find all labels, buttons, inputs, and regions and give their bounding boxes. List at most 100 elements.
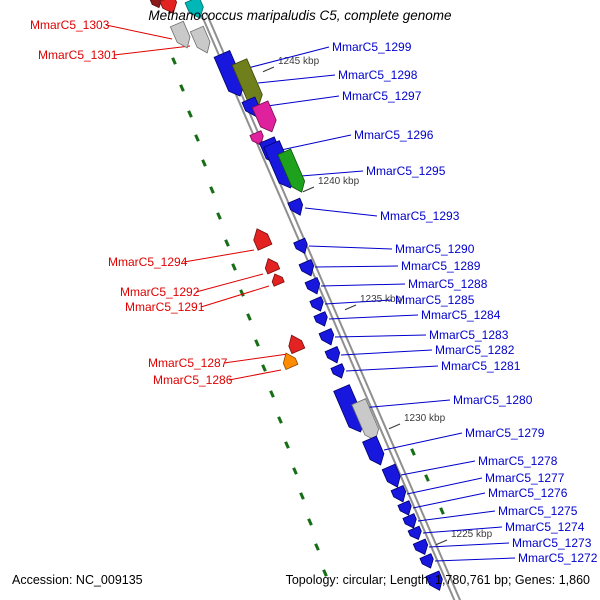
gene-glyph[interactable] [351,398,380,441]
minor-feature-mark [322,569,328,577]
minor-feature-mark [314,543,320,551]
minor-feature-mark [231,263,237,271]
gene-label[interactable]: MmarC5_1279 [465,426,545,440]
gene-label[interactable]: MmarC5_1278 [478,454,558,468]
gene-label[interactable]: MmarC5_1276 [488,486,568,500]
gene-label[interactable]: MmarC5_1297 [342,89,422,103]
label-leader-line [328,314,419,320]
gene-label[interactable]: MmarC5_1292 [120,285,200,299]
label-leader-line [300,170,364,177]
gene-label[interactable]: MmarC5_1290 [395,242,475,256]
gene-glyph[interactable] [277,148,306,193]
gene-glyph[interactable] [304,276,321,295]
label-leader-line [324,299,393,305]
gene-label[interactable]: MmarC5_1275 [498,504,578,518]
gene-label[interactable]: MmarC5_1296 [354,128,434,142]
label-leader-line [228,369,282,381]
gene-label[interactable]: MmarC5_1288 [408,277,488,291]
gene-label[interactable]: MmarC5_1289 [401,259,481,273]
minor-feature-mark [269,390,275,398]
gene-glyph[interactable] [402,513,417,529]
gene-glyph[interactable] [381,463,401,488]
label-leader-line [304,207,378,217]
gene-label[interactable]: MmarC5_1295 [366,164,446,178]
scale-tick-mark [435,539,448,546]
gene-glyph[interactable] [264,258,281,275]
gene-glyph[interactable] [309,296,324,312]
gene-label[interactable]: MmarC5_1283 [429,328,509,342]
gene-label[interactable]: MmarC5_1285 [395,293,475,307]
scale-tick-label: 1235 kbp [360,294,402,305]
gene-glyph[interactable] [149,0,162,9]
label-leader-line [417,510,496,522]
minor-feature-mark [239,289,245,297]
gene-glyph[interactable] [159,0,178,14]
gene-glyph[interactable] [249,130,264,146]
scale-tick-mark [302,186,315,193]
gene-label[interactable]: MmarC5_1277 [485,471,565,485]
gene-label[interactable]: MmarC5_1281 [441,359,521,373]
gene-glyph[interactable] [425,570,443,591]
gene-label[interactable]: MmarC5_1293 [380,209,460,223]
label-leader-line [340,349,433,356]
gene-glyph[interactable] [313,311,328,327]
gene-glyph[interactable] [298,258,315,277]
gene-glyph[interactable] [169,20,191,49]
gene-glyph[interactable] [318,327,335,346]
gene-glyph[interactable] [282,352,299,371]
gene-glyph[interactable] [184,0,204,19]
gene-glyph[interactable] [412,538,429,555]
gene-glyph[interactable] [271,273,285,287]
gene-label[interactable]: MmarC5_1273 [512,536,592,550]
minor-feature-mark [179,84,185,92]
minor-feature-mark [439,507,445,515]
gene-label[interactable]: MmarC5_1280 [453,393,533,407]
gene-glyph[interactable] [287,197,304,216]
gene-glyph[interactable] [189,25,211,54]
label-leader-line [113,45,191,56]
gene-glyph[interactable] [288,334,306,355]
minor-feature-mark [410,448,416,456]
scale-tick-label: 1230 kbp [404,413,446,424]
gene-glyph[interactable] [419,553,434,569]
minor-feature-mark [246,313,252,321]
gene-glyph[interactable] [253,228,273,251]
gene-label[interactable]: MmarC5_1284 [421,308,501,322]
minor-feature-mark [201,159,207,167]
label-leader-line [200,285,270,308]
gene-glyph[interactable] [251,100,277,133]
gene-label[interactable]: MmarC5_1298 [338,68,418,82]
gene-glyph[interactable] [231,58,263,107]
gene-glyph[interactable] [390,484,407,503]
label-leader-line [314,265,399,268]
label-leader-line [406,477,483,495]
minor-feature-mark [209,186,215,194]
gene-glyph[interactable] [330,363,345,379]
gene-glyph[interactable] [407,525,422,541]
gene-label[interactable]: MmarC5_1282 [435,343,515,357]
gene-label[interactable]: MmarC5_1272 [518,551,598,565]
gene-glyph[interactable] [293,237,308,254]
label-leader-line [223,353,289,364]
label-leader-line [360,399,451,409]
scale-tick-label: 1245 kbp [278,56,320,67]
minor-feature-mark [299,492,305,500]
gene-label[interactable]: MmarC5_1286 [153,373,233,387]
gene-glyph[interactable] [213,49,245,97]
gene-label[interactable]: MmarC5_1291 [125,300,205,314]
gene-label[interactable]: MmarC5_1294 [108,255,188,269]
gene-label[interactable]: MmarC5_1301 [38,48,118,62]
label-leader-line [247,46,330,69]
minor-feature-mark [194,134,200,142]
gene-label[interactable]: MmarC5_1303 [30,18,110,32]
gene-label[interactable]: MmarC5_1287 [148,356,228,370]
gene-glyph[interactable] [324,345,341,364]
gene-label[interactable]: MmarC5_1274 [505,520,585,534]
minor-feature-mark [292,467,298,475]
gene-glyph[interactable] [397,500,412,516]
label-leader-line [334,334,427,338]
label-leader-line [400,460,476,476]
gene-label[interactable]: MmarC5_1299 [332,40,412,54]
gene-glyph[interactable] [362,435,385,466]
